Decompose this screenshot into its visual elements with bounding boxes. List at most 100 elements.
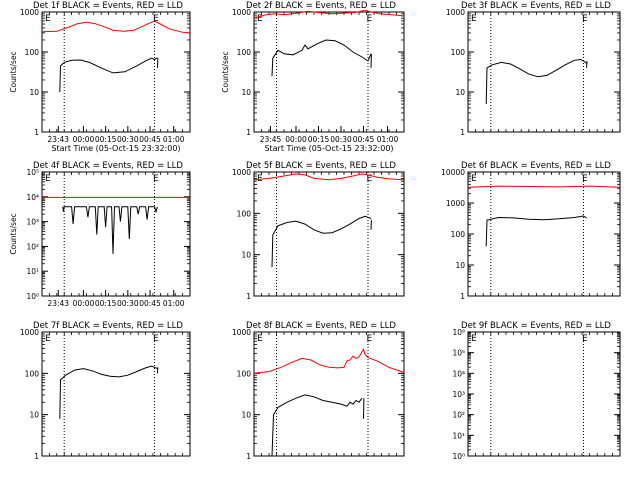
y-tick-label: 10 bbox=[29, 88, 39, 97]
y-tick-label: 10 bbox=[29, 411, 39, 420]
y-tick-label: 100 bbox=[25, 48, 40, 57]
series-events-black bbox=[486, 60, 586, 105]
event-marker: E bbox=[45, 174, 51, 184]
panel-title: Det 4f BLACK = Events, RED = LLD bbox=[33, 161, 183, 171]
y-tick-label: 1000 bbox=[232, 8, 251, 17]
y-tick-label: 10³ bbox=[26, 218, 39, 227]
event-marker: E bbox=[471, 14, 477, 24]
y-tick-label: 1 bbox=[246, 292, 251, 301]
y-tick-label: 100 bbox=[237, 369, 252, 378]
event-marker: E bbox=[471, 174, 477, 184]
event-marker: E bbox=[582, 334, 588, 344]
y-tick-label: 10⁰ bbox=[26, 292, 39, 301]
series-events-black bbox=[272, 216, 371, 267]
y-tick-label: 10⁴ bbox=[452, 369, 465, 378]
x-tick-label: 01:00 bbox=[163, 299, 185, 308]
x-tick-label: 00:45 bbox=[139, 299, 161, 308]
x-tick-label: 00:00 bbox=[73, 135, 95, 144]
panel-3: Det 3f BLACK = Events, RED = LLD11010010… bbox=[446, 1, 620, 137]
y-tick-label: 10¹ bbox=[452, 431, 465, 440]
x-tick-label: 01:00 bbox=[163, 135, 185, 144]
y-tick-label: 10 bbox=[455, 261, 465, 270]
y-tick-label: 1000 bbox=[446, 199, 465, 208]
y-tick-label: 10 bbox=[455, 88, 465, 97]
series-events-black bbox=[486, 216, 586, 246]
x-axis-label: Start Time (05-Oct-15 23:32:00) bbox=[51, 144, 180, 153]
y-tick-label: 1000 bbox=[20, 328, 39, 337]
series-events-black bbox=[63, 207, 158, 254]
event-marker: E bbox=[45, 14, 51, 24]
y-tick-label: 1000 bbox=[232, 328, 251, 337]
panel-title: Det 5f BLACK = Events, RED = LLD bbox=[246, 161, 396, 171]
event-marker: E bbox=[367, 334, 373, 344]
y-axis-label: Counts/sec bbox=[9, 51, 18, 92]
x-tick-label: 00:15 bbox=[95, 299, 117, 308]
panel-title: Det 6f BLACK = Events, RED = LLD bbox=[461, 161, 611, 171]
event-marker: E bbox=[471, 334, 477, 344]
event-marker: E bbox=[582, 174, 588, 184]
y-tick-label: 100 bbox=[237, 209, 252, 218]
x-tick-label: 00:30 bbox=[117, 135, 139, 144]
panel-5: Det 5f BLACK = Events, RED = LLD11010010… bbox=[232, 161, 404, 301]
panel-1: Det 1f BLACK = Events, RED = LLD 1 10 100 10… bbox=[9, 1, 190, 153]
x-tick-label: 00:30 bbox=[330, 135, 352, 144]
panel-4: Det 4f BLACK = Events, RED = LLD 10⁰ 10¹ 10… bbox=[9, 161, 190, 308]
y-tick-label: 1 bbox=[34, 128, 39, 137]
y-tick-label: 10 bbox=[241, 88, 251, 97]
panel-title: Det 2f BLACK = Events, RED = LLD bbox=[246, 1, 396, 11]
y-tick-label: 1000 bbox=[232, 168, 251, 177]
y-tick-label: 10² bbox=[26, 242, 39, 251]
x-tick-label: 23:43 bbox=[47, 135, 69, 144]
y-tick-label: 10¹ bbox=[26, 267, 39, 276]
y-tick-label: 1 bbox=[246, 128, 251, 137]
series-events-black bbox=[157, 58, 158, 68]
y-tick-label: 10² bbox=[452, 411, 465, 420]
series-events-black bbox=[60, 366, 158, 419]
x-tick-label: 00:30 bbox=[117, 299, 139, 308]
series-events-black bbox=[60, 58, 158, 92]
panel-title: Det 7f BLACK = Events, RED = LLD bbox=[33, 321, 183, 331]
y-tick-label: 10 bbox=[241, 411, 251, 420]
y-axis-label: Counts/sec bbox=[221, 51, 230, 92]
y-tick-label: 100 bbox=[451, 48, 466, 57]
event-marker: E bbox=[153, 174, 159, 184]
panel-8: Det 8f BLACK = Events, RED = LLD 1 10 100 10… bbox=[232, 321, 404, 461]
y-tick-label: 1000 bbox=[20, 8, 39, 17]
y-tick-label: 1 bbox=[246, 452, 251, 461]
event-marker: E bbox=[367, 14, 373, 24]
x-tick-label: 00:15 bbox=[95, 135, 117, 144]
y-tick-label: 10⁶ bbox=[452, 328, 465, 337]
x-tick-label: 00:45 bbox=[353, 135, 375, 144]
x-axis-label: Start Time (05-Oct-15 23:32:00) bbox=[264, 144, 393, 153]
series-events-black bbox=[272, 40, 371, 76]
y-tick-label: 1000 bbox=[446, 8, 465, 17]
x-tick-label: 00:45 bbox=[139, 135, 161, 144]
panel-title: Det 8f BLACK = Events, RED = LLD bbox=[246, 321, 396, 331]
y-axis-label: Counts/sec bbox=[9, 213, 18, 254]
event-marker: E bbox=[45, 334, 51, 344]
event-marker: E bbox=[153, 334, 159, 344]
event-marker: E bbox=[582, 14, 588, 24]
event-marker: E bbox=[257, 334, 263, 344]
y-tick-label: 10⁵ bbox=[26, 168, 39, 177]
y-tick-label: 100 bbox=[25, 369, 40, 378]
series-events-black bbox=[272, 395, 362, 456]
y-tick-label: 1 bbox=[34, 452, 39, 461]
panel-9: Det 9f BLACK = Events, RED = LLD 10⁰ 10¹ 10… bbox=[452, 321, 620, 461]
y-tick-label: 1 bbox=[460, 292, 465, 301]
x-tick-label: 00:00 bbox=[285, 135, 307, 144]
y-tick-label: 100 bbox=[237, 48, 252, 57]
panel-title: Det 1f BLACK = Events, RED = LLD bbox=[33, 1, 183, 11]
panel-7: Det 7f BLACK = Events, RED = LLD 1 10 100 10… bbox=[20, 321, 190, 461]
y-tick-label: 10³ bbox=[452, 390, 465, 399]
panel-6: Det 6f BLACK = Events, RED = LLD11010010… bbox=[441, 161, 620, 301]
y-tick-label: 10⁵ bbox=[452, 349, 465, 358]
x-tick-label: 00:15 bbox=[308, 135, 330, 144]
series-lld-red bbox=[254, 349, 404, 373]
panel-title: Det 9f BLACK = Events, RED = LLD bbox=[461, 321, 611, 331]
series-events-black bbox=[157, 367, 158, 373]
y-tick-label: 10⁰ bbox=[452, 452, 465, 461]
x-tick-label: 23:43 bbox=[47, 299, 69, 308]
